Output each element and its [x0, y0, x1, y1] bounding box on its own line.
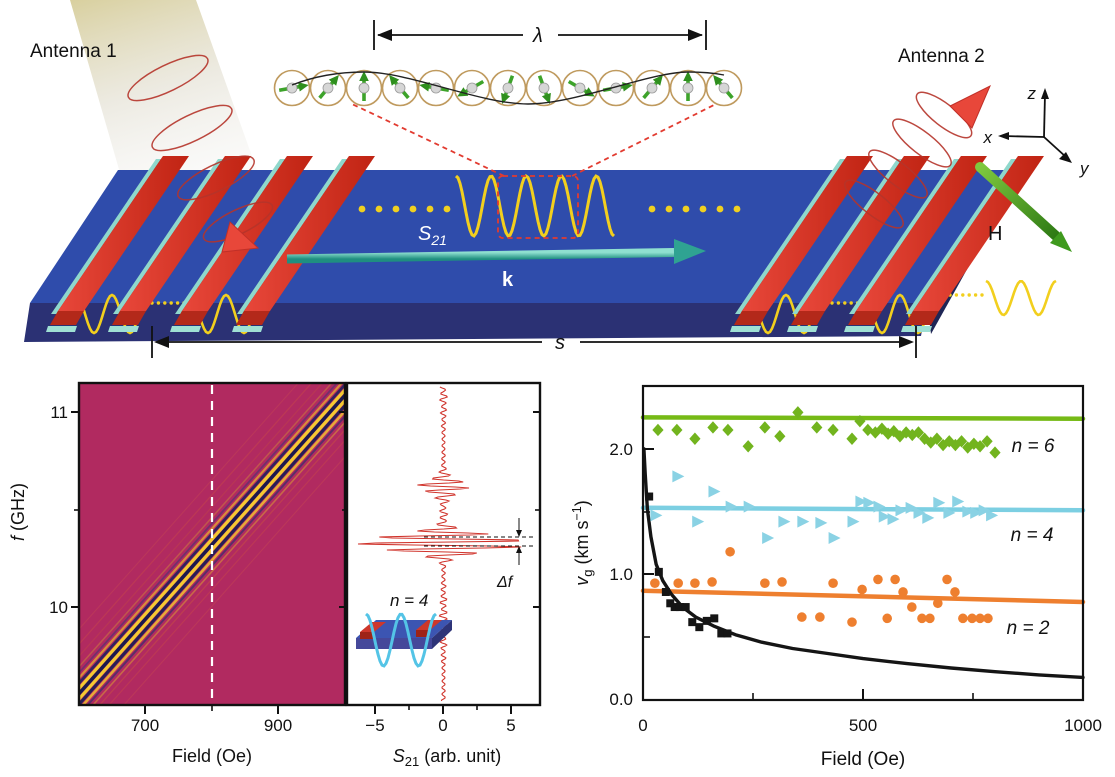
mode-inset: n = 4 [356, 591, 452, 668]
coil-loop [844, 179, 904, 229]
x-tick-label: 1000 [1064, 716, 1102, 735]
s21-x-axis-title: S21 (arb. unit) [393, 746, 502, 769]
antenna2-signal [844, 84, 991, 229]
s-label: s [555, 332, 565, 354]
coil-loop [868, 149, 928, 199]
y-axis-arrowhead [1059, 152, 1072, 163]
k-arrow-head [674, 239, 706, 264]
delta-f-arrow-down [516, 530, 522, 537]
precessing-spin-chain [273, 69, 743, 107]
s-arrowhead-left [154, 336, 169, 348]
z-axis-label: z [1027, 84, 1037, 103]
ellipsis-dots [150, 205, 984, 305]
x-tick-label: 0 [638, 716, 647, 735]
substrate-front-face [24, 303, 927, 342]
antenna1-arrow-icon [221, 221, 260, 253]
coil-loop [177, 155, 255, 201]
vg-frame [641, 384, 1085, 702]
antenna1-signal [127, 54, 274, 253]
s21-propagation: S21 k [286, 223, 706, 291]
x-tick-label: 700 [131, 716, 159, 735]
heatmap-x-axis-title: Field (Oe) [172, 746, 252, 766]
vg-data [640, 406, 1086, 680]
coil-loop [127, 54, 209, 102]
x-tick-label: 500 [849, 716, 877, 735]
x-tick-label: 900 [264, 716, 292, 735]
coil-loop [202, 201, 274, 243]
group-velocity-panel: 2.0 1.0 0.0 0 500 1000 Field (Oe) vg (km… [570, 384, 1102, 770]
lambda-arrowhead-left [377, 29, 392, 41]
lambda-dimension: λ [373, 20, 707, 50]
coordinate-axes: z x y [983, 84, 1091, 178]
y-tick-label: 0.0 [609, 690, 633, 709]
inset-slab-front [356, 638, 432, 649]
inset-antenna-right [416, 620, 442, 630]
x-axis-arrowhead [998, 132, 1009, 140]
antenna2-arrow-icon [949, 84, 991, 129]
antenna1-label: Antenna 1 [30, 41, 117, 62]
delta-f-arrow-up [516, 546, 522, 553]
h-arrow-shaft [975, 162, 1061, 241]
spin-wave-packet [454, 173, 616, 239]
y-tick-label: 1.0 [609, 565, 633, 584]
heatmap-panel: 11 10 f (GHz) 700 900 Field (Oe) [8, 381, 347, 766]
lambda-label: λ [532, 25, 543, 47]
coil-loop [151, 104, 233, 152]
s21-panel: Δf n = 4 −5 0 5 S21 (arb. unit) [339, 381, 542, 769]
z-axis-arrowhead [1041, 88, 1049, 99]
inset-standing-wave [365, 612, 437, 668]
series-label-n2: n = 2 [1007, 618, 1050, 639]
vg-y-axis-title: vg (km s−1) [570, 500, 595, 586]
device-schematic: λ S21 k [24, 0, 1090, 358]
s-arrowhead-right [899, 336, 914, 348]
vg-x-axis-title: Field (Oe) [821, 749, 905, 770]
series-label-n4: n = 4 [1011, 525, 1054, 546]
s-dimension: s [151, 326, 917, 358]
zoom-callout-line-right [571, 103, 717, 177]
lambda-arrowhead-right [688, 29, 703, 41]
y-tick-label: 11 [50, 403, 68, 422]
x-tick-label: −5 [365, 716, 384, 735]
h-arrow-head [1050, 231, 1072, 252]
zoom-callout-line-left [351, 103, 505, 177]
y-tick-label: 10 [49, 598, 68, 617]
coil-loop [892, 118, 952, 168]
heatmap-y-axis-title: f (GHz) [8, 483, 28, 541]
x-tick-label: 0 [438, 716, 447, 735]
zoom-callout-box [497, 175, 579, 239]
spin-wave-envelope-curve [291, 71, 725, 105]
k-arrow-shaft [286, 248, 675, 264]
s21-trace [357, 386, 522, 702]
inset-slab-side [432, 620, 452, 649]
antenna2-label: Antenna 2 [898, 46, 985, 67]
series-label-n6: n = 6 [1012, 436, 1055, 457]
s21-wave-label: S21 [418, 223, 447, 248]
x-axis-label: x [983, 128, 993, 147]
h-label: H [988, 223, 1002, 245]
inset-mode-label: n = 4 [390, 591, 428, 610]
x-tick-label: 5 [506, 716, 515, 735]
delta-f-label: Δf [496, 574, 514, 591]
k-label: k [502, 269, 514, 291]
y-axis-label: y [1079, 159, 1090, 178]
y-tick-label: 2.0 [609, 440, 633, 459]
delta-f-annotation: Δf [424, 518, 536, 591]
h-field: H [975, 162, 1072, 252]
vg-background [643, 386, 1083, 700]
